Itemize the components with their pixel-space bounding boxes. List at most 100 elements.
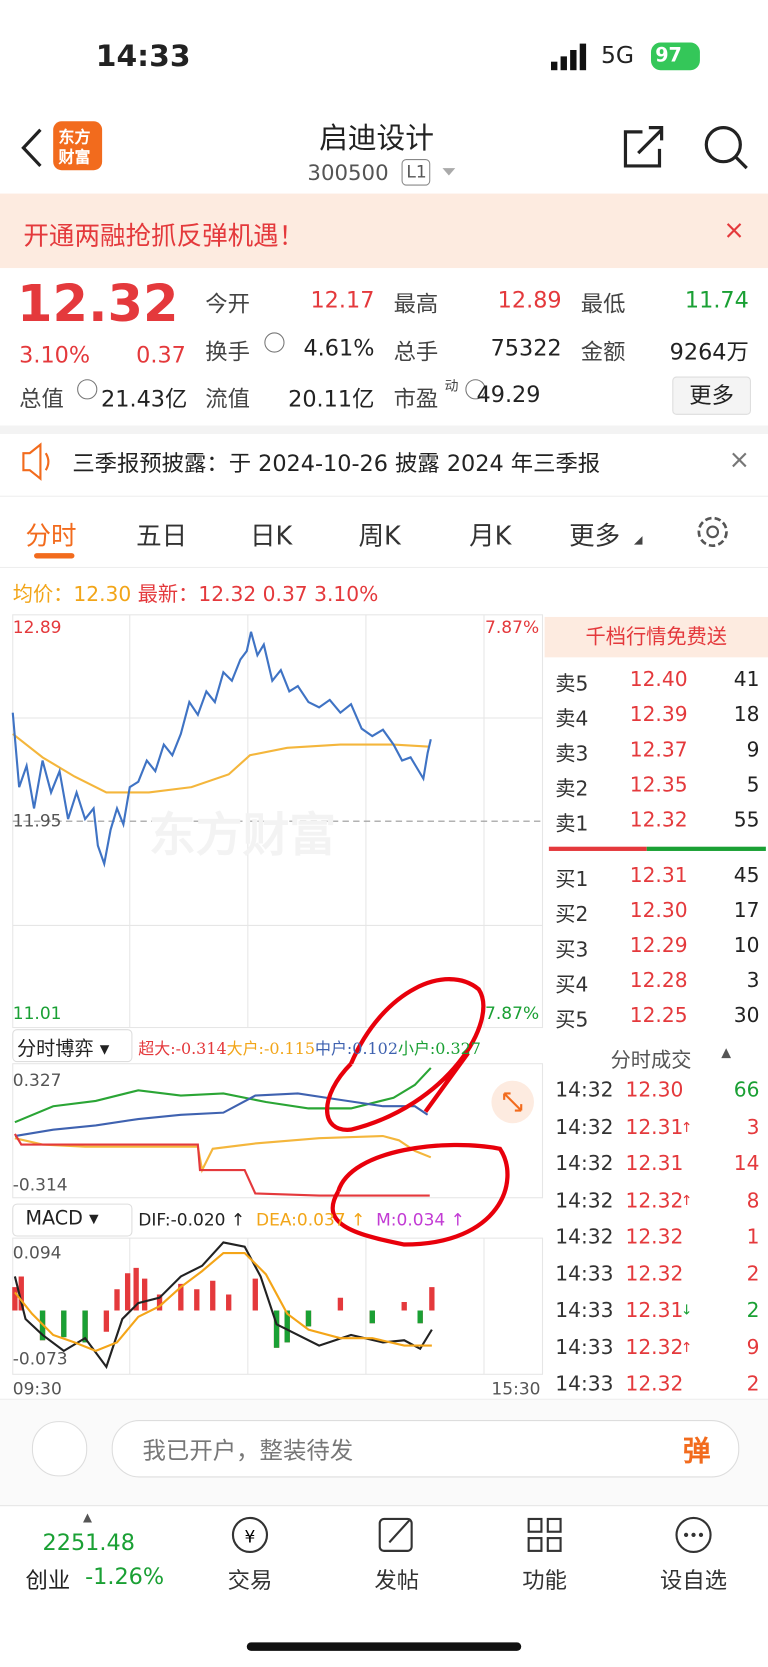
field-label: 今开 xyxy=(205,291,250,317)
banner-text: 开通两融抢抓反弹机遇！ xyxy=(23,221,305,252)
tab[interactable]: 月K xyxy=(469,521,512,551)
field-value: 21.43亿 xyxy=(101,386,188,412)
field-value: 12.17 xyxy=(310,287,375,313)
tab[interactable]: 分时 xyxy=(25,521,77,551)
bar xyxy=(646,846,766,851)
more-button[interactable]: 更多 xyxy=(672,376,751,415)
trade-price: 12.31 xyxy=(625,1151,684,1176)
trade-price: 12.30 xyxy=(625,1078,684,1102)
field-label: 市盈 xyxy=(393,386,439,412)
book-volume: 55 xyxy=(733,808,760,832)
label: MACD xyxy=(25,1207,83,1230)
book-price: 12.29 xyxy=(629,933,688,958)
axis-label: 11.95 xyxy=(12,810,62,831)
tab-bar xyxy=(0,1505,768,1667)
trade-volume: 2 xyxy=(746,1262,760,1286)
field-value: 9264万 xyxy=(669,339,749,365)
legend: M:0.034 ↑ xyxy=(376,1209,465,1230)
field-label: 流值 xyxy=(205,386,250,412)
field-label: 最低 xyxy=(580,291,626,317)
banner[interactable] xyxy=(0,193,768,269)
book-label: 买5 xyxy=(555,1008,589,1032)
nav-item[interactable]: 交易 xyxy=(227,1567,273,1594)
summary: 均价：12.30 最新：12.32 0.37 3.10% xyxy=(13,579,379,608)
avg: 12.30 xyxy=(73,582,132,607)
collapse-icon[interactable]: ▲ xyxy=(721,1044,732,1060)
book-volume: 3 xyxy=(746,969,760,993)
last: 12.32 xyxy=(198,582,257,607)
battery: 97 xyxy=(655,44,682,68)
trade-time: 14:33 xyxy=(555,1372,614,1396)
label: 最新： xyxy=(137,582,199,607)
nav-item[interactable]: 发帖 xyxy=(374,1567,420,1594)
label: 均价： xyxy=(12,582,74,607)
field-label: 换手 xyxy=(205,339,250,365)
book-label: 买2 xyxy=(555,903,589,927)
tab[interactable]: 更多 xyxy=(569,521,621,551)
trade-time: 14:32 xyxy=(555,1151,614,1176)
change: 0.37 xyxy=(136,342,186,369)
book-volume: 18 xyxy=(733,703,760,727)
logo: 财富 xyxy=(58,147,91,168)
stock-name: 启迪设计 xyxy=(319,122,434,156)
legend: DIF:-0.020 ↑ xyxy=(138,1209,246,1230)
book-label: 卖3 xyxy=(555,742,589,766)
change-pct: 3.10% xyxy=(314,582,379,607)
book-price: 12.35 xyxy=(629,773,688,797)
nav-item[interactable]: 设自选 xyxy=(660,1567,728,1594)
divider xyxy=(0,566,768,569)
svg-text:¥: ¥ xyxy=(245,1527,256,1547)
book-label: 卖2 xyxy=(555,777,589,801)
tab-underline xyxy=(34,553,75,559)
trade-price: 12.31 xyxy=(625,1298,684,1323)
field-value: 75322 xyxy=(490,335,562,361)
tab[interactable]: 日K xyxy=(249,521,293,551)
tab[interactable]: 周K xyxy=(358,521,401,551)
indicator-select[interactable]: 分时博弈 ▾ xyxy=(17,1038,110,1061)
index-name[interactable]: 创业 xyxy=(25,1567,71,1594)
book-price: 12.40 xyxy=(629,668,688,692)
book-price: 12.37 xyxy=(629,738,688,762)
axis-label: 0.094 xyxy=(12,1242,62,1263)
index-value[interactable]: 2251.48 xyxy=(42,1529,135,1556)
legend: DEA:0.037 ↑ xyxy=(255,1209,366,1230)
trade-price: 12.32 xyxy=(625,1225,684,1249)
trade-time: 14:32 xyxy=(555,1115,614,1139)
nav-item[interactable]: 功能 xyxy=(522,1567,567,1594)
trade-volume: 66 xyxy=(733,1078,760,1102)
field-label: 总值 xyxy=(19,386,64,412)
trade-time: 14:33 xyxy=(555,1335,614,1359)
trade-arrow: ↑ xyxy=(680,1119,693,1136)
trade-time: 14:32 xyxy=(555,1078,614,1102)
logo: 东方 xyxy=(58,127,91,147)
trade-price: 12.32 xyxy=(625,1188,684,1213)
book-price: 12.31 xyxy=(629,863,688,888)
trades-title: 分时成交 xyxy=(610,1048,692,1073)
text-input[interactable] xyxy=(111,1420,740,1478)
badge: L1 xyxy=(406,161,427,182)
trade-price: 12.32 xyxy=(625,1262,684,1286)
close-icon[interactable]: × xyxy=(723,214,745,245)
notice-icon xyxy=(22,442,50,481)
trade-volume: 8 xyxy=(746,1188,760,1213)
danmaku-button[interactable]: 弹 xyxy=(682,1435,711,1468)
book-volume: 45 xyxy=(733,863,760,888)
indicator-select[interactable]: MACD ▾ xyxy=(25,1207,99,1230)
close-icon[interactable]: × xyxy=(728,444,751,475)
book-volume: 10 xyxy=(733,933,760,958)
change-pct: 3.10% xyxy=(19,342,91,369)
book-label: 买1 xyxy=(555,867,589,892)
tab[interactable]: 五日 xyxy=(136,521,188,551)
field-label: 最高 xyxy=(393,291,439,317)
caret: ▲ xyxy=(82,1510,92,1525)
book-label: 买3 xyxy=(555,938,589,962)
book-price: 12.28 xyxy=(629,969,688,993)
book-price: 12.39 xyxy=(629,703,688,727)
axis-label: 7.87% xyxy=(485,1003,540,1024)
index-change[interactable]: -1.26% xyxy=(85,1563,165,1590)
promo[interactable]: 千档行情免费送 xyxy=(544,616,768,658)
trade-price: 12.31 xyxy=(625,1115,684,1139)
compose-icon[interactable] xyxy=(31,1421,88,1477)
bar xyxy=(548,846,647,851)
